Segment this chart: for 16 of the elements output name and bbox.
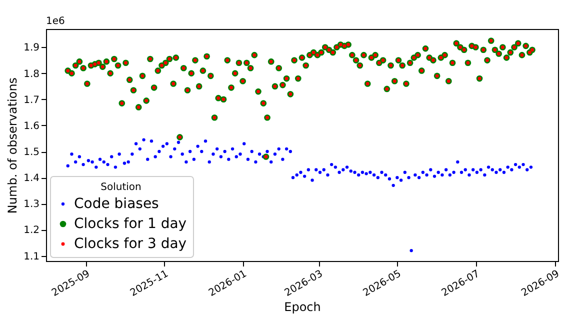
legend-title: Solution — [100, 182, 142, 193]
legend-label: Code biases — [74, 196, 159, 212]
legend-label: Clocks for 1 day — [74, 216, 187, 232]
y-tick-label: 1.1 — [24, 251, 40, 262]
y-tick-label: 1.4 — [24, 173, 40, 184]
y-tick-label: 1.5 — [24, 147, 40, 158]
x-axis-title: Epoch — [284, 300, 321, 314]
y-tick-label: 1.7 — [24, 94, 40, 106]
text: 1e6 — [46, 16, 65, 27]
y-axis-title: Numb. of observations — [6, 77, 20, 214]
y-tick-label: 1.6 — [24, 120, 40, 132]
y-tick-label: 1.3 — [24, 199, 40, 210]
y-tick-label: 1.9 — [24, 42, 40, 54]
y-tick-label: 1.8 — [24, 68, 40, 80]
y-tick-label: 1.2 — [24, 225, 40, 236]
legend-label: Clocks for 3 day — [74, 236, 187, 252]
